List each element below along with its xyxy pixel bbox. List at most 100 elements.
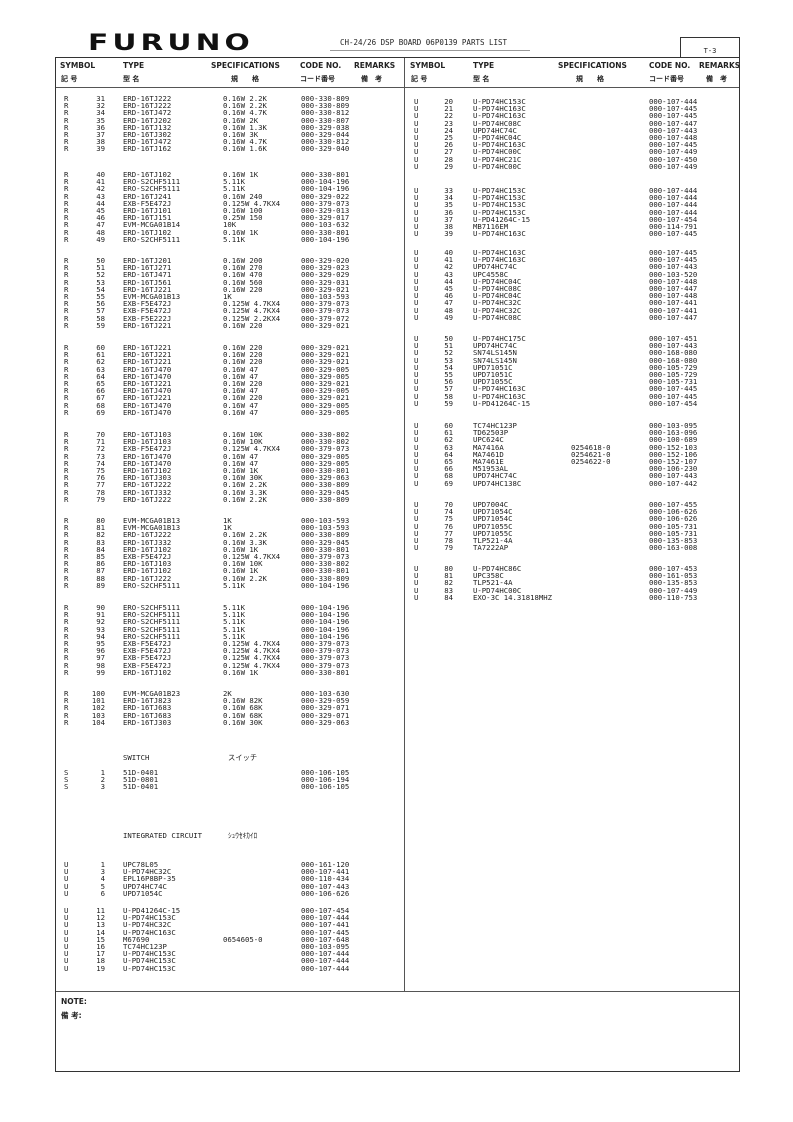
spec-cell: 0.16W 4.7K <box>223 108 267 118</box>
code-cell: 000-329-040 <box>301 144 350 154</box>
symbol-letter: U <box>414 262 419 272</box>
symbol-letter: R <box>64 379 69 388</box>
symbol-letter: R <box>64 227 69 237</box>
spec-cell: 0.125W 4.7KX4 <box>223 552 281 561</box>
type-cell: ERD-16TJ162 <box>123 144 172 154</box>
code-cell: 000-329-005 <box>301 451 350 461</box>
type-cell: ERD-16TJ303 <box>123 473 172 483</box>
spec-cell: 0.16W 1.3K <box>223 122 267 132</box>
code-cell: 000-152-106 <box>649 449 698 459</box>
code-cell: 000-107-454 <box>649 214 698 224</box>
parts-row: U 60 TC74HC123P 000-103-095 <box>56 422 739 430</box>
code-cell: 000-329-045 <box>301 537 350 547</box>
type-cell: UPC78L05 <box>123 860 159 869</box>
code-cell: 000-103-593 <box>301 292 350 301</box>
spec-cell: 0.16W 10K <box>223 559 263 569</box>
code-cell: 000-329-021 <box>301 379 350 388</box>
type-cell: EXB-F5E472J <box>123 660 172 670</box>
type-cell: SN74LS145N <box>473 348 517 358</box>
symbol-letter: R <box>64 306 69 316</box>
type-cell: ERD-16TJ222 <box>123 94 172 103</box>
code-cell: 000-110-753 <box>649 592 698 602</box>
type-cell: EVM-MCGA01B23 <box>123 689 181 698</box>
code-cell: 000-104-196 <box>301 631 350 641</box>
parts-row: S 3 51D-0401 000-106-105 <box>56 783 739 791</box>
symbol-number: 40 <box>96 170 105 179</box>
type-cell: ERO-S2CHF5111 <box>123 617 181 627</box>
spec-cell: 0.16W 82K <box>223 696 263 706</box>
symbol-letter: R <box>64 130 69 139</box>
parts-row: R 79 ERD-16TJ222 0.16W 2.2K 000-330-809 <box>56 496 739 504</box>
code-cell: 000-379-073 <box>301 306 350 316</box>
type-cell: U-PD74HC04C <box>473 276 522 286</box>
type-cell: ERD-16TJ102 <box>123 466 172 475</box>
type-cell: U-PD74HC86C <box>473 564 522 573</box>
symbol-letter: U <box>414 384 419 394</box>
spec-cell: 0.16W 220 <box>223 320 263 330</box>
code-cell: 000-330-801 <box>301 170 350 179</box>
symbol-letter: R <box>64 646 69 656</box>
symbol-number: 68 <box>444 471 453 481</box>
symbol-letter: R <box>64 234 69 244</box>
symbol-number: 49 <box>444 312 453 322</box>
symbol-number: 20 <box>444 97 453 106</box>
symbol-number: 88 <box>96 573 105 583</box>
symbol-letter: R <box>64 430 69 439</box>
symbol-number: 15 <box>96 934 105 944</box>
type-cell: U-PD74HC163C <box>123 927 176 937</box>
parts-row: R 81 EVM-MCGA01B13 1K 000-103-593 <box>56 523 739 533</box>
symbol-letter: U <box>414 362 419 372</box>
type-cell: UPC4558C <box>473 269 509 279</box>
type-cell: U-PD74HC163C <box>473 391 526 401</box>
parts-row: U 69 UPD74HC138C 000-107-442 <box>56 479 739 487</box>
symbol-letter: U <box>414 193 419 203</box>
symbol-letter: U <box>414 161 419 171</box>
col-symbol-jp-right: 記 号 <box>411 75 428 83</box>
code-cell: 000-103-593 <box>301 523 350 533</box>
symbol-letter: U <box>414 464 419 474</box>
type-cell: ERD-16TJ683 <box>123 703 172 713</box>
symbol-letter: U <box>414 118 419 128</box>
spec-cell: 0.16W 1K <box>223 170 259 179</box>
spec-cell: 0.16W 3.3K <box>223 537 267 547</box>
type-cell: EXB-F5E472J <box>123 639 172 648</box>
type-cell: U-PD74HC163C <box>473 111 526 121</box>
type-cell: UPD71055C <box>473 528 513 538</box>
symbol-letter: U <box>414 571 419 581</box>
parts-row: U 23 U-PD74HC08C 000-107-447 <box>56 118 739 128</box>
parts-row: S 2 51D-0801 000-106-194 <box>56 776 739 784</box>
spec-cell: 0.16W 47 <box>223 458 259 468</box>
symbol-number: 6 <box>100 888 105 898</box>
symbol-letter: U <box>64 949 69 959</box>
parts-row: U 70 UPD7004C 000-107-455 <box>56 501 739 509</box>
symbol-letter: U <box>414 186 419 195</box>
symbol-number: 39 <box>96 144 105 154</box>
type-cell: ERD-16TJ303 <box>123 717 172 727</box>
type-cell: ERD-16TJ470 <box>123 371 172 381</box>
symbol-number: 84 <box>444 592 453 602</box>
code-cell: 000-330-801 <box>301 227 350 237</box>
symbol-letter: U <box>414 248 419 257</box>
parts-row: U 20 U-PD74HC153C 000-107-444 <box>56 97 739 106</box>
symbol-number: 35 <box>444 200 453 210</box>
symbol-number: 80 <box>96 516 105 525</box>
code-cell: 000-168-080 <box>649 355 698 365</box>
symbol-letter: R <box>64 94 69 103</box>
symbol-letter: R <box>64 137 69 147</box>
parts-row: R 44 EXB-F5E472J 0.125W 4.7KX4 000-379-073 <box>56 200 739 208</box>
parts-row: R 88 ERD-16TJ222 0.16W 2.2K 000-330-809 <box>56 573 739 583</box>
symbol-number: 81 <box>96 523 105 533</box>
symbol-number: 51 <box>444 341 453 351</box>
type-cell: ERD-16TJ102 <box>123 227 172 237</box>
parts-row: U 54 UPD71051C 000-105-729 <box>56 362 739 372</box>
code-cell: 000-107-443 <box>649 125 698 135</box>
parts-row: U 4 EPL16P8BP-35 000-110-434 <box>56 875 739 883</box>
code-cell: 000-105-731 <box>649 528 698 538</box>
parts-row: R 78 ERD-16TJ332 0.16W 3.3K 000-329-045 <box>56 487 739 497</box>
symbol-number: 24 <box>444 125 453 135</box>
code-cell: 000-330-801 <box>301 466 350 475</box>
spec-cell: 0.16W 220 <box>223 393 263 403</box>
code-cell: 000-330-809 <box>301 94 350 103</box>
spec-cell: 0.16W 3.3K <box>223 487 267 497</box>
type-cell: ERD-16TJ102 <box>123 566 172 576</box>
